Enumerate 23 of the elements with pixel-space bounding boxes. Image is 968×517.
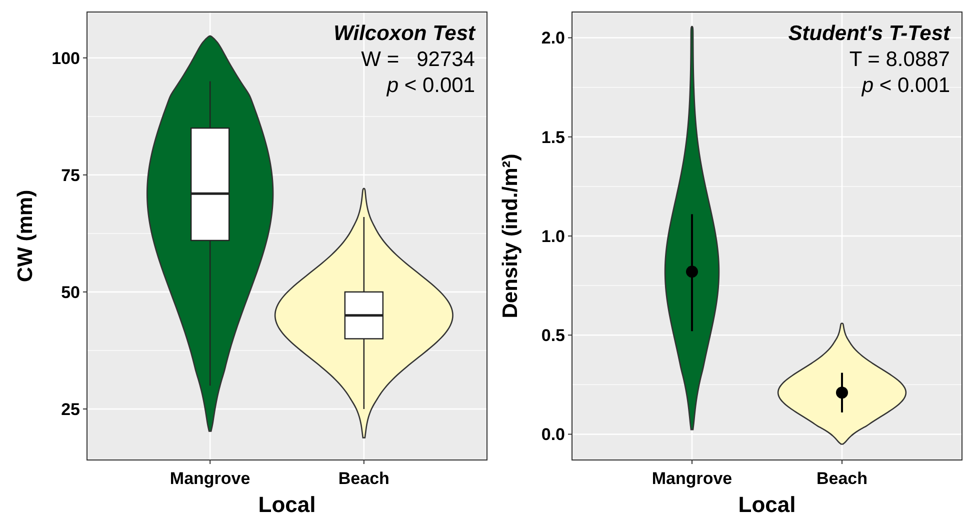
y-tick-label: 25 — [61, 400, 80, 419]
y-tick-label: 0.0 — [541, 425, 565, 444]
annotation: W = 92734 — [361, 48, 476, 71]
y-axis-title: CW (mm) — [14, 190, 37, 282]
y-tick-label: 1.5 — [541, 128, 565, 147]
annotation: Wilcoxon Test — [334, 22, 476, 45]
x-tick-label: Beach — [338, 469, 390, 488]
y-tick-label: 50 — [61, 282, 80, 302]
annotation: p < 0.001 — [860, 74, 950, 97]
annotation: Student's T-Test — [788, 22, 951, 45]
x-axis-title: Local — [258, 492, 316, 517]
x-tick-label: Beach — [816, 469, 868, 488]
annotation: T = 8.0887 — [849, 48, 950, 71]
x-tick-label: Mangrove — [652, 469, 732, 488]
x-axis-title: Local — [738, 492, 796, 517]
x-tick-label: Mangrove — [170, 469, 250, 488]
annotation: p < 0.001 — [386, 74, 475, 97]
y-tick-label: 100 — [52, 48, 80, 68]
y-axis-title: Density (ind./m²) — [499, 154, 522, 318]
y-tick-label: 2.0 — [541, 28, 565, 48]
y-tick-label: 75 — [61, 166, 80, 185]
y-tick-label: 0.5 — [541, 326, 565, 346]
y-tick-label: 1.0 — [541, 226, 565, 246]
